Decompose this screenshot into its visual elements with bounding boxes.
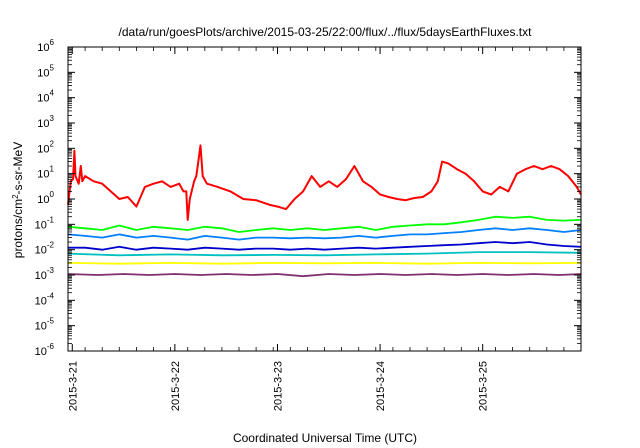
y-tick-label-exp: 5 (50, 63, 55, 72)
y-tick-label-base: 10 (37, 194, 49, 206)
y-tick-label: 106 (37, 38, 54, 54)
y-tick-label: 101 (37, 165, 54, 181)
y-tick-label-exp: 2 (50, 139, 55, 148)
y-axis-label-base: protons/cm (11, 199, 25, 258)
x-tick-label: 2015-3-25 (478, 361, 490, 411)
x-axis: 2015-3-21 2015-3-22 2015-3-23 2015-3-24 2015… (67, 47, 582, 411)
y-tick-label-exp: -4 (47, 291, 55, 300)
x-tick-label: 2015-3-22 (170, 361, 182, 411)
series-line-0 (67, 144, 582, 221)
y-tick-label-base: 10 (37, 67, 49, 79)
y-tick-label: 10-1 (35, 215, 55, 231)
series-line-3 (68, 241, 582, 251)
y-axis-label: protons/cm2-s-sr-MeV (11, 142, 26, 258)
x-tick-label: 2015-3-21 (67, 361, 79, 411)
y-tick-label-exp: -5 (47, 317, 55, 326)
y-tick-label-exp: 1 (50, 165, 55, 174)
y-tick-label-exp: 6 (50, 38, 55, 47)
y-tick-label: 102 (37, 139, 54, 155)
series-line-1 (67, 215, 582, 233)
y-tick-label-exp: 3 (50, 114, 55, 123)
series-line-5 (67, 261, 582, 265)
y-tick-label-base: 10 (37, 169, 49, 181)
y-tick-label: 103 (37, 114, 54, 130)
y-tick-label: 10-5 (35, 317, 55, 333)
y-tick-label-base: 10 (37, 118, 49, 130)
y-axis-label-sup: 2 (11, 194, 20, 199)
y-tick-label: 10-4 (35, 291, 55, 307)
y-tick-label-base: 10 (35, 245, 47, 257)
series-line-6 (67, 273, 582, 278)
y-tick-label-exp: -2 (47, 241, 55, 250)
y-axis: 10-610-510-410-310-210-11001011021031041… (35, 38, 581, 358)
series-line-4 (67, 251, 582, 257)
y-tick-label-exp: 0 (50, 190, 55, 199)
series-line-2 (67, 227, 582, 241)
y-tick-label: 10-3 (35, 266, 55, 282)
y-tick-label: 100 (37, 190, 54, 206)
y-tick-label-base: 10 (35, 219, 47, 231)
series-layer (67, 144, 582, 278)
y-tick-label-exp: -1 (47, 215, 55, 224)
x-tick-label: 2015-3-23 (272, 361, 284, 411)
y-tick-label-base: 10 (37, 93, 49, 105)
y-tick-label: 105 (37, 63, 54, 79)
y-tick-label-base: 10 (37, 143, 49, 155)
y-tick-label-base: 10 (35, 346, 47, 358)
y-tick-label-base: 10 (35, 270, 47, 282)
y-tick-label-exp: -6 (47, 342, 55, 351)
y-axis-label-rest: -s-sr-MeV (11, 142, 25, 195)
y-tick-label: 10-2 (35, 241, 55, 257)
x-axis-label: Coordinated Universal Time (UTC) (233, 431, 417, 445)
y-tick-label: 104 (37, 89, 54, 105)
y-tick-label-base: 10 (37, 42, 49, 54)
y-tick-label-base: 10 (35, 321, 47, 333)
y-tick-label-exp: -3 (47, 266, 55, 275)
x-tick-label: 2015-3-24 (375, 361, 387, 411)
y-tick-label-base: 10 (35, 295, 47, 307)
chart-title: /data/run/goesPlots/archive/2015-03-25/2… (119, 25, 533, 39)
y-tick-label: 10-6 (35, 342, 55, 358)
y-tick-label-exp: 4 (50, 89, 55, 98)
